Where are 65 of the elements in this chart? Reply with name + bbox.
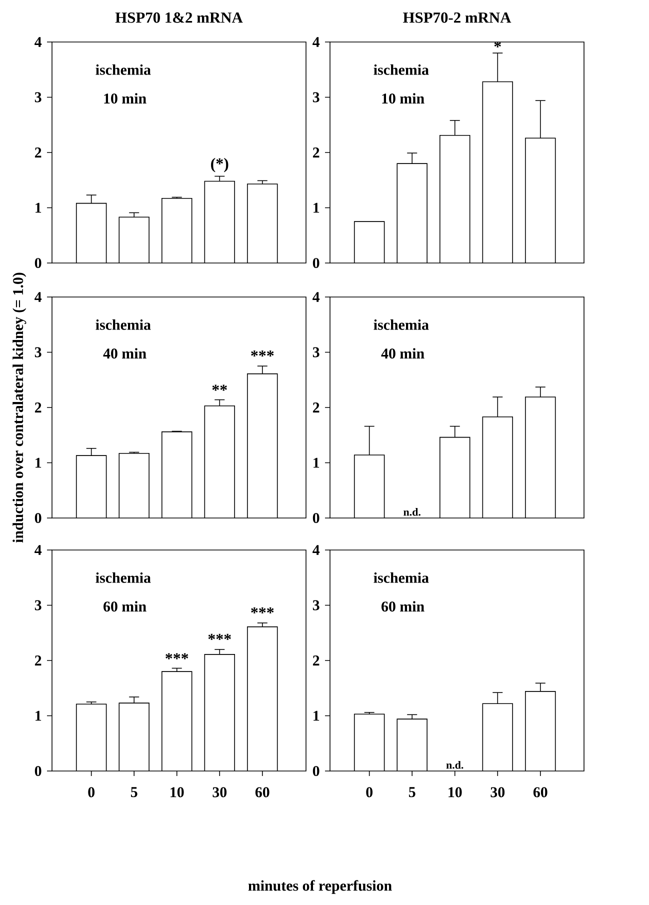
annotation: 60 min xyxy=(382,601,424,612)
y-tick-label: 0 xyxy=(34,258,42,268)
annotation: *** xyxy=(251,350,274,356)
x-tick-label: 10 xyxy=(448,787,462,798)
chart-title: HSP70-2 mRNA xyxy=(403,12,512,23)
y-tick-label: 0 xyxy=(312,766,320,776)
x-tick-label: 60 xyxy=(255,787,270,798)
y-tick-label: 0 xyxy=(312,258,320,268)
y-tick-label: 3 xyxy=(312,600,320,610)
y-tick-label: 1 xyxy=(36,710,42,721)
annotation: ischemia xyxy=(374,319,429,330)
y-tick-label: 3 xyxy=(312,347,320,358)
text: n.d. xyxy=(404,508,420,516)
x-axis-title: minutes of reperfusion xyxy=(248,880,392,894)
annotation: 40 min xyxy=(381,348,424,359)
text: n.d. xyxy=(446,761,464,769)
annotation: 10 min xyxy=(104,93,146,104)
y-tick-label: 4 xyxy=(312,292,320,302)
y-tick-label: 1 xyxy=(314,202,320,213)
annotation: *** xyxy=(208,634,231,640)
annotation: ischemia xyxy=(96,319,151,330)
y-tick-label: 2 xyxy=(312,402,320,412)
y-tick-label: 3 xyxy=(34,92,42,102)
y-axis-title: induction over contralateral kidney (= 1.0) xyxy=(12,272,26,543)
annotation: 10 min xyxy=(382,93,424,104)
y-tick-label: 1 xyxy=(36,202,42,213)
y-tick-label: 4 xyxy=(34,37,42,47)
y-tick-label: 3 xyxy=(34,600,42,610)
chart-title: HSP70 1&2 mRNA xyxy=(115,12,243,23)
x-tick-label: 30 xyxy=(212,787,227,798)
y-tick-label: 4 xyxy=(312,545,320,555)
y-tick-label: 2 xyxy=(34,656,42,666)
annotation: (*) xyxy=(211,158,228,172)
annotation: 60 min xyxy=(104,601,146,612)
y-tick-label: 0 xyxy=(312,512,320,524)
annotation: ischemia xyxy=(374,572,429,583)
annotation: ischemia xyxy=(96,572,151,583)
x-tick-label: 0 xyxy=(88,787,95,798)
y-tick-label: 2 xyxy=(312,656,320,666)
x-tick-label: 10 xyxy=(170,787,184,798)
annotation: ischemia xyxy=(96,64,151,75)
y-tick-label: 3 xyxy=(312,92,320,102)
y-tick-label: 1 xyxy=(36,458,42,468)
y-tick-label: 4 xyxy=(312,37,320,47)
x-tick-label: 0 xyxy=(366,787,373,798)
x-tick-label: 5 xyxy=(130,787,138,798)
y-tick-label: 2 xyxy=(312,148,320,158)
y-tick-label: 4 xyxy=(34,545,42,555)
y-tick-label: 0 xyxy=(34,766,42,776)
x-tick-label: 30 xyxy=(490,787,505,798)
y-tick-label: 0 xyxy=(34,512,42,524)
annotation: ** xyxy=(212,384,227,391)
annotation: *** xyxy=(251,607,274,614)
annotation: ischemia xyxy=(374,64,429,75)
y-tick-label: 4 xyxy=(34,292,42,302)
x-tick-label: 60 xyxy=(533,787,548,798)
annotation: * xyxy=(494,41,501,48)
annotation: *** xyxy=(166,653,188,660)
x-tick-label: 5 xyxy=(408,787,416,798)
y-tick-label: 3 xyxy=(34,347,42,358)
y-tick-label: 2 xyxy=(34,148,42,158)
annotation: 40 min xyxy=(103,348,146,359)
y-tick-label: 1 xyxy=(314,710,320,721)
y-tick-label: 1 xyxy=(314,458,320,468)
y-tick-label: 2 xyxy=(34,402,42,412)
